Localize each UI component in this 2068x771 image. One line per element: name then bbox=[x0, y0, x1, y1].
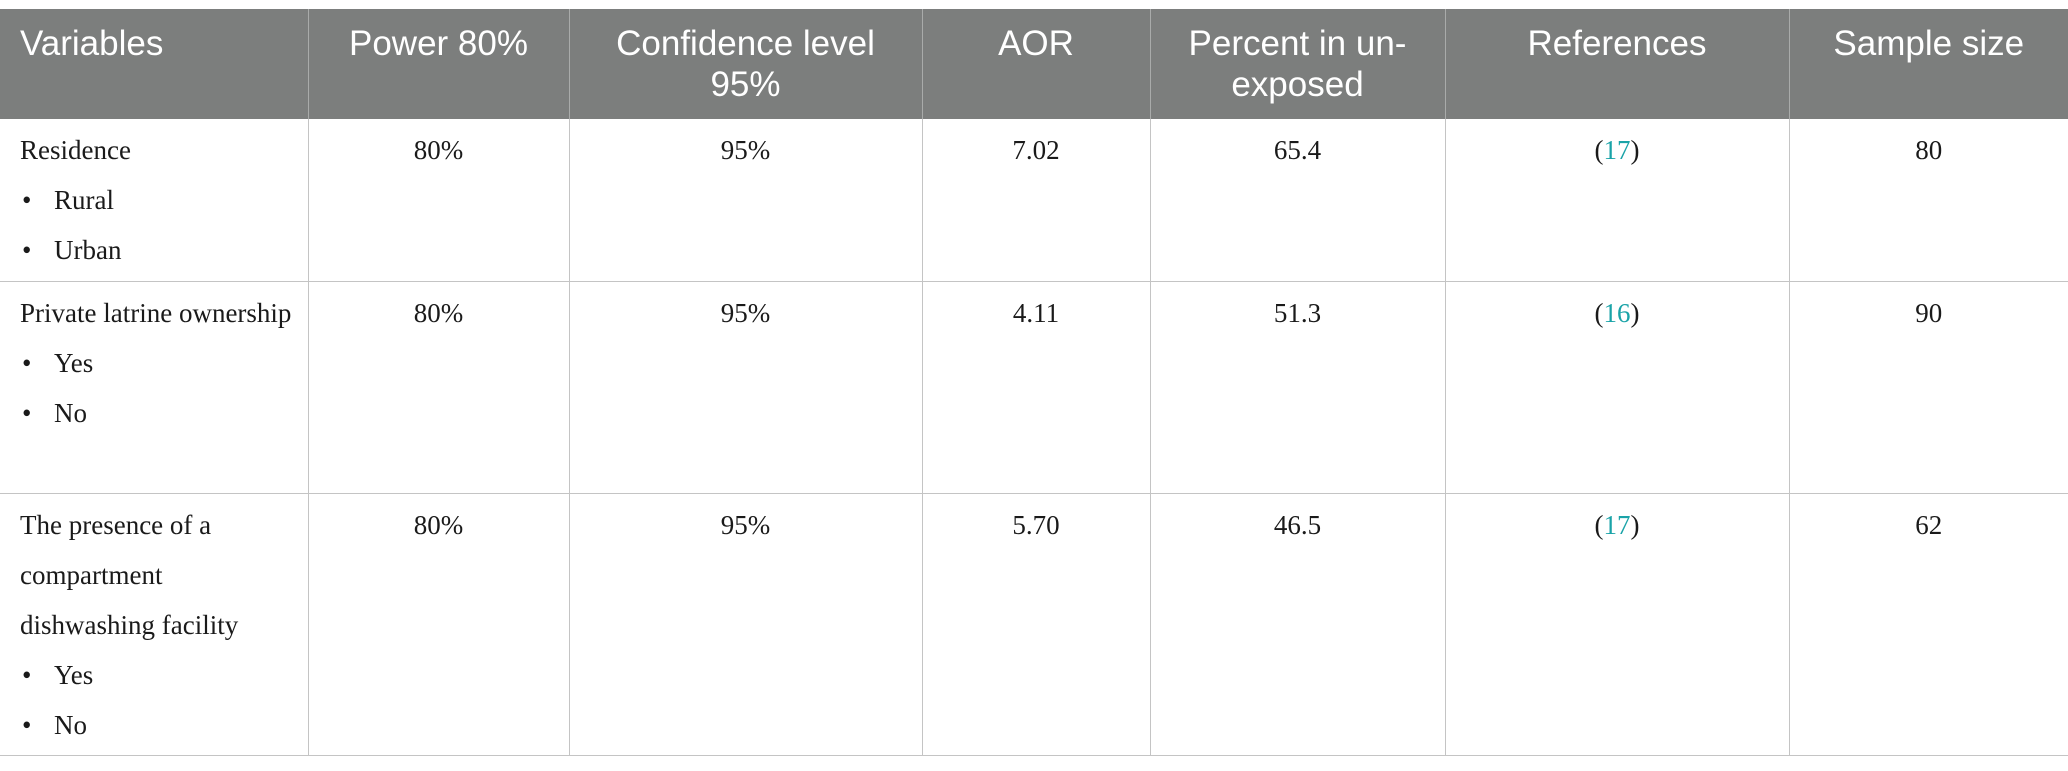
table-body: Residence • Rural • Urban 80% 95% 7.02 65.… bbox=[0, 119, 2068, 756]
option-label: Rural bbox=[54, 185, 114, 215]
cell-sample-size: 80 bbox=[1788, 119, 2068, 282]
variable-option: • Rural bbox=[20, 175, 296, 225]
cell-aor: 5.70 bbox=[921, 493, 1150, 756]
sample-size-table: Variables Power 80% Confidence level 95%… bbox=[0, 9, 2068, 756]
cell-percent-unexposed: 65.4 bbox=[1149, 119, 1445, 282]
bullet-icon: • bbox=[22, 709, 32, 740]
cell-confidence: 95% bbox=[568, 119, 922, 282]
cell-percent-unexposed: 51.3 bbox=[1149, 281, 1445, 494]
cell-percent-unexposed: 46.5 bbox=[1149, 493, 1445, 756]
cell-aor: 4.11 bbox=[921, 281, 1150, 494]
cell-variable: Private latrine ownership • Yes • No bbox=[0, 281, 308, 494]
variable-option: • Yes bbox=[20, 650, 296, 700]
variable-label: Residence bbox=[20, 135, 131, 165]
option-label: Yes bbox=[54, 659, 94, 690]
cell-power: 80% bbox=[307, 281, 569, 494]
cell-confidence: 95% bbox=[568, 493, 922, 756]
cell-aor: 7.02 bbox=[921, 119, 1150, 282]
header-aor: AOR bbox=[921, 9, 1150, 119]
ref-close-paren: ) bbox=[1630, 509, 1640, 540]
bullet-icon: • bbox=[22, 659, 32, 690]
cell-sample-size: 62 bbox=[1788, 493, 2068, 756]
header-variables: Variables bbox=[0, 9, 308, 119]
bullet-icon: • bbox=[22, 185, 32, 215]
ref-open-paren: ( bbox=[1594, 509, 1604, 540]
bullet-icon: • bbox=[22, 235, 32, 265]
header-sample-size: Sample size bbox=[1788, 9, 2068, 119]
cell-reference: (16) bbox=[1444, 281, 1789, 494]
table-header: Variables Power 80% Confidence level 95%… bbox=[0, 9, 2068, 119]
header-percent-unexposed: Percent in un-exposed bbox=[1149, 9, 1445, 119]
sample-size-table-container: Variables Power 80% Confidence level 95%… bbox=[0, 9, 2068, 756]
ref-close-paren: ) bbox=[1630, 135, 1640, 165]
header-row: Variables Power 80% Confidence level 95%… bbox=[0, 9, 2068, 119]
ref-open-paren: ( bbox=[1594, 297, 1604, 328]
reference-link[interactable]: 17 bbox=[1603, 509, 1631, 540]
table-row: The presence of a compartment dishwashin… bbox=[0, 493, 2068, 756]
cell-reference: (17) bbox=[1444, 119, 1789, 282]
variable-option: • Urban bbox=[20, 225, 296, 275]
cell-power: 80% bbox=[307, 493, 569, 756]
header-references: References bbox=[1444, 9, 1789, 119]
table-row: Residence • Rural • Urban 80% 95% 7.02 65.… bbox=[0, 119, 2068, 282]
cell-confidence: 95% bbox=[568, 281, 922, 494]
ref-open-paren: ( bbox=[1594, 135, 1604, 165]
option-label: Yes bbox=[54, 347, 94, 378]
variable-label: Private latrine ownership bbox=[20, 297, 292, 328]
variable-option: • No bbox=[20, 700, 296, 750]
bullet-icon: • bbox=[22, 397, 32, 428]
cell-variable: The presence of a compartment dishwashin… bbox=[0, 493, 308, 756]
header-confidence-level: Confidence level 95% bbox=[568, 9, 922, 119]
variable-option: • Yes bbox=[20, 338, 296, 388]
variable-label: The presence of a compartment dishwashin… bbox=[20, 509, 239, 640]
bullet-icon: • bbox=[22, 347, 32, 378]
cell-variable: Residence • Rural • Urban bbox=[0, 119, 308, 282]
reference-link[interactable]: 17 bbox=[1603, 135, 1631, 165]
cell-reference: (17) bbox=[1444, 493, 1789, 756]
option-label: Urban bbox=[54, 235, 122, 265]
reference-link[interactable]: 16 bbox=[1603, 297, 1631, 328]
cell-sample-size: 90 bbox=[1788, 281, 2068, 494]
cell-power: 80% bbox=[307, 119, 569, 282]
header-power: Power 80% bbox=[307, 9, 569, 119]
option-label: No bbox=[54, 709, 87, 740]
option-label: No bbox=[54, 397, 87, 428]
ref-close-paren: ) bbox=[1630, 297, 1640, 328]
variable-option: • No bbox=[20, 388, 296, 438]
table-row: Private latrine ownership • Yes • No 80% 9… bbox=[0, 281, 2068, 494]
